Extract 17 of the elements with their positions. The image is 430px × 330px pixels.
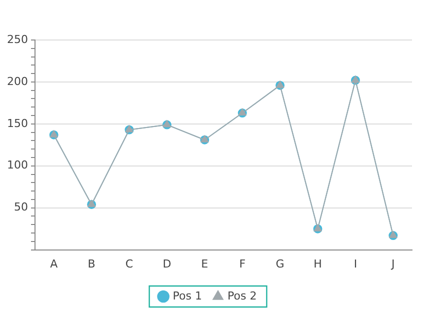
x-tick-label: F bbox=[239, 257, 246, 270]
y-tick-label: 50 bbox=[14, 200, 28, 214]
x-tick-label: C bbox=[125, 257, 134, 270]
y-tick-label: 250 bbox=[6, 32, 28, 46]
y-tick-label: 200 bbox=[6, 74, 28, 88]
x-tick-label: A bbox=[50, 257, 58, 270]
x-tick-label: H bbox=[314, 257, 322, 270]
x-tick-label: G bbox=[276, 257, 284, 270]
x-tick-label: J bbox=[390, 257, 395, 270]
x-tick-label: D bbox=[162, 257, 172, 270]
legend-label: Pos 1 bbox=[172, 289, 202, 302]
x-tick-label: E bbox=[201, 257, 208, 270]
legend-label: Pos 2 bbox=[228, 289, 257, 302]
x-tick-label: B bbox=[88, 257, 96, 270]
x-tick-label: I bbox=[354, 257, 358, 270]
y-tick-label: 100 bbox=[6, 158, 28, 172]
y-tick-label: 150 bbox=[6, 116, 28, 130]
